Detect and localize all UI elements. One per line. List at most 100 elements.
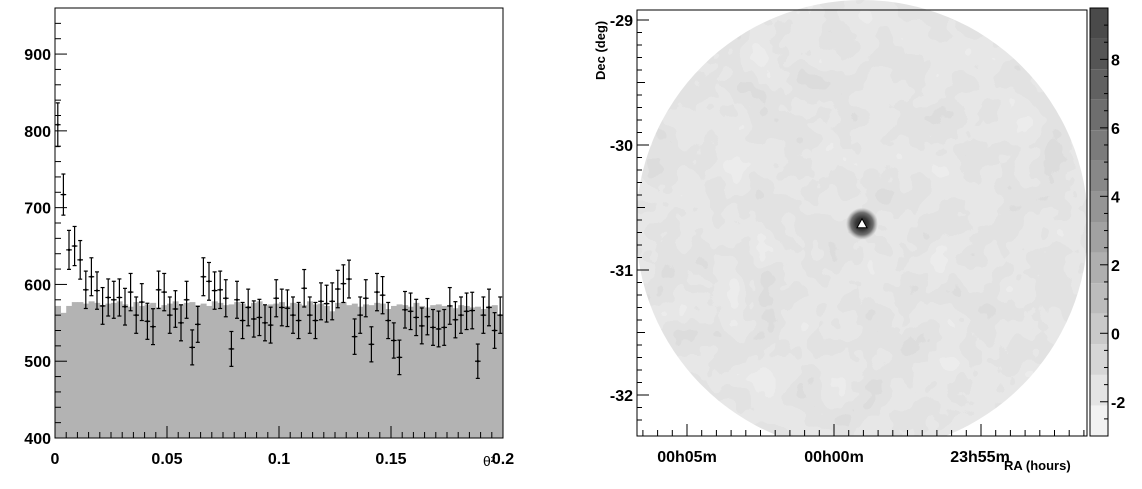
left-x-axis: 0 0.05 0.1 0.15 0.2 — [51, 426, 514, 468]
background-bar — [105, 303, 112, 438]
data-point — [267, 306, 274, 344]
background-bar — [435, 304, 442, 438]
data-point — [312, 301, 319, 340]
background-bar — [379, 303, 386, 438]
y-tick-label: 500 — [24, 354, 51, 371]
data-point — [447, 286, 453, 325]
data-point — [486, 288, 492, 327]
background-bar — [99, 305, 106, 438]
map-x-axis-title: RA (hours) — [1004, 458, 1071, 473]
data-point — [150, 308, 156, 346]
data-point — [178, 304, 184, 342]
background-bar — [452, 308, 459, 438]
colorbar-band — [1090, 313, 1108, 345]
background-bar — [161, 305, 168, 438]
data-point — [441, 308, 447, 346]
dec-tick-label: -32 — [610, 388, 633, 405]
background-bar — [155, 307, 162, 438]
colorbar-band — [1090, 222, 1108, 253]
background-bar — [200, 303, 207, 438]
data-point — [77, 239, 83, 280]
data-point — [351, 318, 358, 355]
background-bar — [312, 304, 319, 438]
data-point — [251, 300, 257, 338]
data-point — [357, 296, 363, 334]
data-point — [94, 271, 100, 310]
data-point — [133, 296, 139, 334]
data-point — [301, 268, 307, 308]
data-point — [127, 272, 134, 312]
colorbar-band — [1090, 374, 1108, 406]
background-bar — [374, 302, 381, 438]
data-point — [391, 322, 397, 359]
background-bar — [430, 305, 437, 438]
colorbar-band — [1090, 191, 1108, 222]
data-point — [491, 312, 498, 349]
background-bar — [211, 301, 218, 438]
data-point — [430, 308, 436, 346]
background-bar — [167, 303, 173, 438]
data-point — [206, 261, 212, 301]
y-tick-label: 600 — [24, 277, 51, 294]
background-bar — [256, 301, 263, 438]
data-point — [167, 296, 173, 334]
background-bar — [407, 306, 414, 438]
background-bar — [295, 303, 302, 438]
dec-tick-label: -31 — [610, 263, 633, 280]
background-bar — [116, 301, 123, 438]
background-bar — [66, 305, 73, 438]
background-bar — [491, 305, 498, 438]
background-bar — [486, 305, 493, 438]
x-tick-label: 0.05 — [151, 451, 182, 468]
data-point — [217, 270, 223, 310]
colorbar-band — [1090, 405, 1108, 436]
data-point — [245, 288, 251, 327]
background-bar — [133, 302, 140, 438]
data-point — [307, 296, 313, 334]
colorbar-band — [1090, 344, 1108, 375]
colorbar-tick-label: 0 — [1111, 326, 1120, 343]
data-point — [475, 343, 481, 379]
background-bar — [251, 302, 257, 438]
background-bar — [234, 302, 241, 438]
ra-tick-label: 23h55m — [950, 449, 1010, 466]
colorbar — [1089, 7, 1109, 437]
data-point — [452, 301, 459, 339]
background-bar — [122, 304, 129, 438]
data-point — [211, 271, 218, 310]
background-bar — [346, 305, 353, 438]
x-tick-label: 0.2 — [492, 451, 514, 468]
background-bar — [262, 305, 269, 438]
significance-skymap: -29 -30 -31 -32 00h05m 00h00m 23h55m Dec (deg… — [593, 0, 1125, 473]
data-point — [346, 259, 352, 299]
background-bar — [357, 306, 364, 438]
data-point — [88, 257, 95, 297]
theta-squared-histogram: 400 500 600 700 800 900 0 0.05 0.1 0.15 0.2 θ² — [24, 7, 514, 469]
background-bar — [279, 302, 285, 438]
colorbar-frame — [1089, 7, 1109, 437]
colorbar-tick-label: 2 — [1111, 258, 1120, 275]
colorbar-band — [1090, 130, 1108, 161]
map-frame — [636, 9, 1088, 437]
data-point — [111, 280, 117, 319]
colorbar-band — [1090, 99, 1108, 131]
background-bar — [150, 302, 157, 438]
background-histogram — [55, 301, 504, 438]
x-tick-label: 0 — [51, 451, 60, 468]
background-bar — [284, 305, 291, 438]
map-y-axis-title: Dec (deg) — [593, 21, 608, 80]
background-bar — [413, 302, 420, 438]
map-y-axis: -29 -30 -31 -32 — [610, 13, 649, 421]
ra-tick-label: 00h00m — [804, 449, 864, 466]
data-point — [105, 278, 111, 317]
x-tick-label: 0.1 — [268, 451, 290, 468]
background-bar — [71, 302, 78, 438]
y-tick-label: 700 — [24, 201, 51, 218]
left-y-axis: 400 500 600 700 800 900 — [24, 22, 67, 448]
left-x-axis-title: θ² — [483, 453, 496, 469]
data-point — [363, 279, 369, 318]
on-source-data-points — [55, 102, 503, 379]
colorbar-band — [1090, 160, 1108, 192]
data-point — [284, 289, 291, 328]
background-bar — [144, 304, 151, 438]
